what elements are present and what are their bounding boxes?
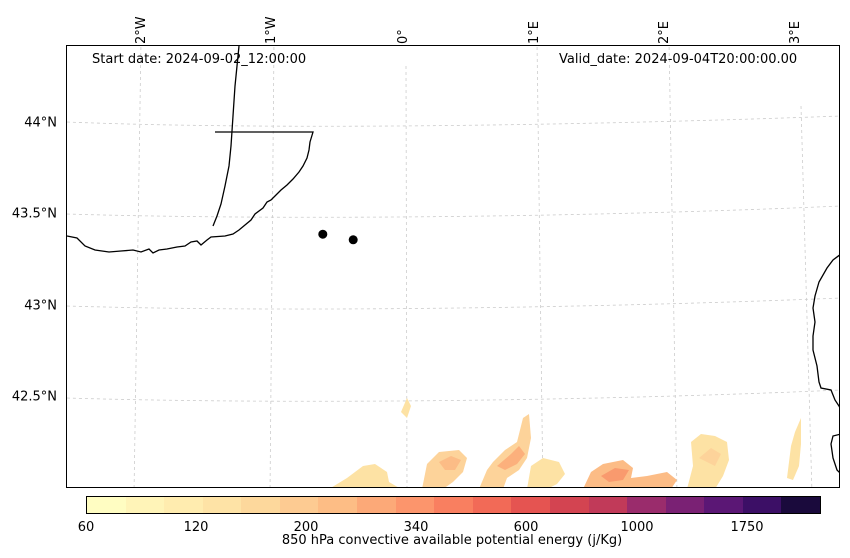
colorbar-segment xyxy=(549,497,589,513)
colorbar-segment xyxy=(164,497,203,513)
colorbar-segment xyxy=(202,497,242,513)
colorbar-segment xyxy=(395,497,435,513)
colorbar-tick-label: 340 xyxy=(403,520,429,535)
coastline xyxy=(67,46,839,473)
cape-patch xyxy=(787,418,801,480)
cape-patch xyxy=(338,482,353,487)
colorbar-segment xyxy=(241,497,280,513)
gridline-lat-42-5 xyxy=(67,389,839,402)
colorbar-tick-label: 1750 xyxy=(730,520,764,535)
valid-date-label: Valid_date: 2024-09-04T20:00:00.00 xyxy=(559,52,798,67)
cape-patch xyxy=(583,460,677,487)
gridline-lon-1w xyxy=(269,46,275,487)
lon-label-1e: 1°E xyxy=(527,21,542,44)
gridline-lon-3e xyxy=(800,105,813,487)
coastline-atlantic xyxy=(67,131,314,254)
colorbar-segment xyxy=(781,497,820,513)
colorbar-segment xyxy=(704,497,743,513)
lon-label-2e: 2°E xyxy=(657,21,672,44)
cape-patch xyxy=(401,398,411,418)
lat-label-43-5: 43.5°N xyxy=(11,206,57,222)
station-marker xyxy=(348,235,358,245)
colorbar-segment xyxy=(434,497,473,513)
cape-patch xyxy=(699,448,721,466)
coastline-med-south xyxy=(830,433,839,473)
lon-label-3e: 3°E xyxy=(788,21,803,44)
cape-patch xyxy=(439,456,461,470)
colorbar-segment xyxy=(125,497,165,513)
coastline-med xyxy=(812,254,839,408)
gridline-lon-1e xyxy=(536,46,544,487)
station-markers xyxy=(318,229,358,245)
start-date-label: Start date: 2024-09-02_12:00:00 xyxy=(92,52,307,67)
colorbar-segment xyxy=(588,497,628,513)
colorbar-segment xyxy=(279,497,319,513)
map-canvas xyxy=(67,46,839,487)
cape-patch xyxy=(601,468,629,482)
map-panel xyxy=(66,45,840,488)
colorbar xyxy=(86,496,821,514)
colorbar-segment xyxy=(472,497,512,513)
lat-label-42-5: 42.5°N xyxy=(11,389,57,405)
colorbar-tick-label: 60 xyxy=(77,520,95,535)
colorbar-tick-label: 120 xyxy=(183,520,209,535)
colorbar-tick-label: 1000 xyxy=(620,520,654,535)
gridline-lon-2w xyxy=(133,46,142,487)
colorbar-segment xyxy=(665,497,705,513)
colorbar-segment xyxy=(87,497,126,513)
cape-patch xyxy=(332,464,398,487)
colorbar-segment xyxy=(742,497,782,513)
gridline-lat-43-5 xyxy=(67,205,839,218)
colorbar-segment xyxy=(318,497,358,513)
lat-label-43: 43°N xyxy=(24,298,57,314)
coastline-landes xyxy=(212,46,240,227)
lon-label-0: 0° xyxy=(396,29,411,44)
station-marker xyxy=(318,229,328,239)
lon-label-1w: 1°W xyxy=(264,16,279,44)
gridline-lon-0 xyxy=(405,65,408,487)
gridline-lat-44 xyxy=(67,115,839,127)
colorbar-segment xyxy=(357,497,396,513)
colorbar-tick-label: 600 xyxy=(513,520,539,535)
cape-field xyxy=(332,398,801,487)
cape-patch xyxy=(497,446,525,470)
cape-patch xyxy=(527,458,565,487)
colorbar-tick-label: 200 xyxy=(293,520,319,535)
gridlines xyxy=(67,46,839,487)
lat-label-44: 44°N xyxy=(24,115,57,131)
colorbar-segment xyxy=(627,497,666,513)
gridline-lon-2e xyxy=(668,46,678,487)
gridline-lat-43 xyxy=(67,297,839,310)
cape-patch xyxy=(479,414,531,487)
colorbar-title: 850 hPa convective available potential e… xyxy=(281,533,623,548)
lon-label-2w: 2°W xyxy=(134,16,149,44)
colorbar-segment xyxy=(511,497,550,513)
